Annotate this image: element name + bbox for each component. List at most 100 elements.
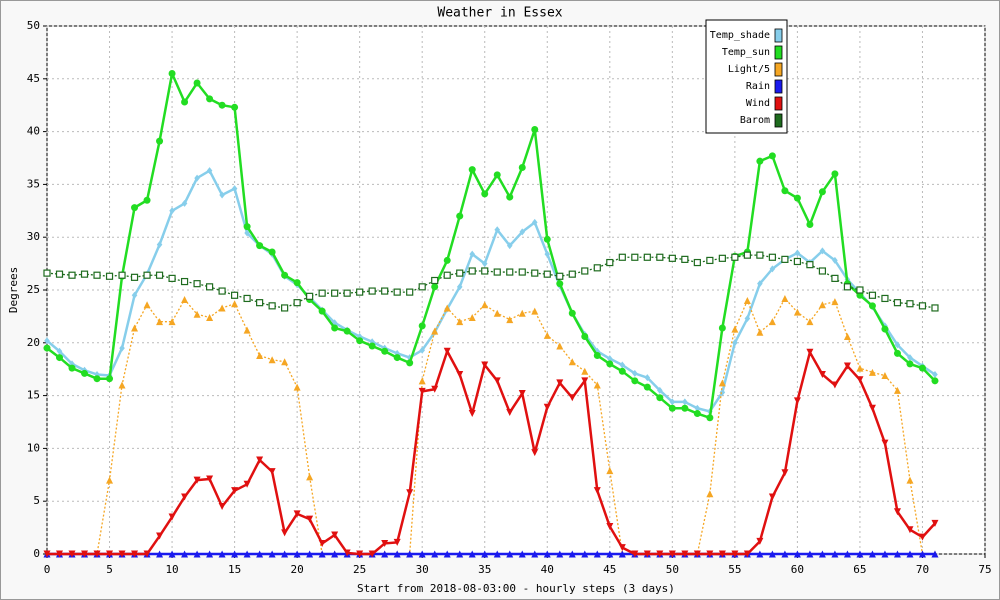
point: [868, 302, 876, 310]
point: [906, 360, 914, 368]
point: [506, 408, 514, 416]
point: [543, 550, 551, 558]
point: [718, 550, 726, 558]
point: [743, 297, 751, 305]
point: [243, 550, 251, 558]
point: [431, 327, 439, 335]
point: [443, 304, 451, 312]
point: [231, 487, 239, 495]
point: [793, 308, 801, 316]
point: [418, 387, 426, 395]
point: [168, 513, 176, 521]
legend-label: Wind: [746, 98, 770, 109]
point: [243, 326, 251, 334]
y-tick-label: 10: [27, 441, 40, 454]
point: [906, 550, 914, 558]
point: [881, 439, 889, 447]
point: [93, 550, 101, 558]
point: [93, 375, 101, 383]
point: [56, 550, 64, 558]
point: [306, 473, 314, 481]
x-tick-label: 30: [416, 563, 429, 576]
point: [168, 318, 176, 326]
point: [706, 414, 714, 422]
point: [81, 550, 89, 558]
point: [194, 174, 200, 182]
point: [668, 254, 676, 262]
x-tick-label: 60: [791, 563, 804, 576]
point: [757, 280, 763, 288]
point: [819, 247, 826, 255]
point: [205, 283, 214, 291]
point: [156, 241, 163, 249]
point: [418, 283, 426, 291]
point: [443, 550, 451, 558]
point: [156, 550, 164, 558]
point: [831, 381, 839, 389]
point: [543, 403, 551, 411]
legend-swatch: [774, 79, 783, 94]
point: [744, 315, 751, 323]
point: [418, 550, 426, 558]
x-axis-label: Start from 2018-08-03:00 - hourly steps …: [357, 582, 675, 595]
point: [593, 381, 601, 389]
point: [318, 550, 326, 558]
point: [181, 493, 189, 501]
point: [493, 550, 501, 558]
point: [743, 251, 751, 259]
point: [818, 267, 827, 275]
point: [468, 267, 476, 275]
point: [506, 550, 514, 558]
point: [931, 304, 939, 312]
point: [118, 271, 126, 279]
point: [218, 550, 226, 558]
point: [518, 389, 526, 397]
y-axis-label: Degrees: [7, 267, 20, 313]
point: [832, 256, 838, 264]
y-tick-label: 40: [27, 125, 40, 138]
point: [456, 283, 463, 291]
point: [568, 394, 576, 402]
point: [106, 550, 114, 558]
point: [893, 349, 901, 357]
point: [681, 255, 689, 263]
point: [281, 304, 289, 312]
point: [656, 253, 664, 261]
point: [606, 360, 614, 368]
point: [506, 268, 514, 276]
point: [932, 370, 938, 378]
x-tick-label: 10: [165, 563, 178, 576]
point: [131, 204, 139, 212]
point: [43, 344, 51, 352]
y-tick-label: 5: [33, 494, 40, 507]
point: [831, 550, 839, 558]
point: [256, 351, 264, 359]
point: [306, 550, 314, 558]
x-tick-label: 25: [353, 563, 366, 576]
point: [631, 253, 639, 261]
point: [469, 250, 476, 258]
point: [593, 550, 601, 558]
point: [68, 271, 76, 279]
point: [418, 377, 426, 385]
point: [256, 242, 264, 250]
point: [331, 531, 339, 539]
point: [68, 364, 76, 372]
point: [131, 291, 138, 299]
point: [918, 302, 927, 310]
point: [818, 370, 826, 378]
point: [493, 377, 501, 385]
grid: 0 5 10 15 20 25 30 35 40 45 50 0 5 10 15 20 25 30 35 40 45 50…: [27, 19, 992, 576]
point: [881, 372, 889, 380]
legend-swatch: [774, 113, 783, 128]
point: [106, 476, 114, 484]
point: [119, 344, 125, 352]
point: [543, 331, 551, 339]
point: [518, 309, 526, 317]
point: [806, 318, 814, 326]
point: [431, 385, 439, 393]
point: [881, 325, 889, 333]
point: [781, 294, 789, 302]
point: [268, 248, 276, 256]
point: [868, 550, 876, 558]
